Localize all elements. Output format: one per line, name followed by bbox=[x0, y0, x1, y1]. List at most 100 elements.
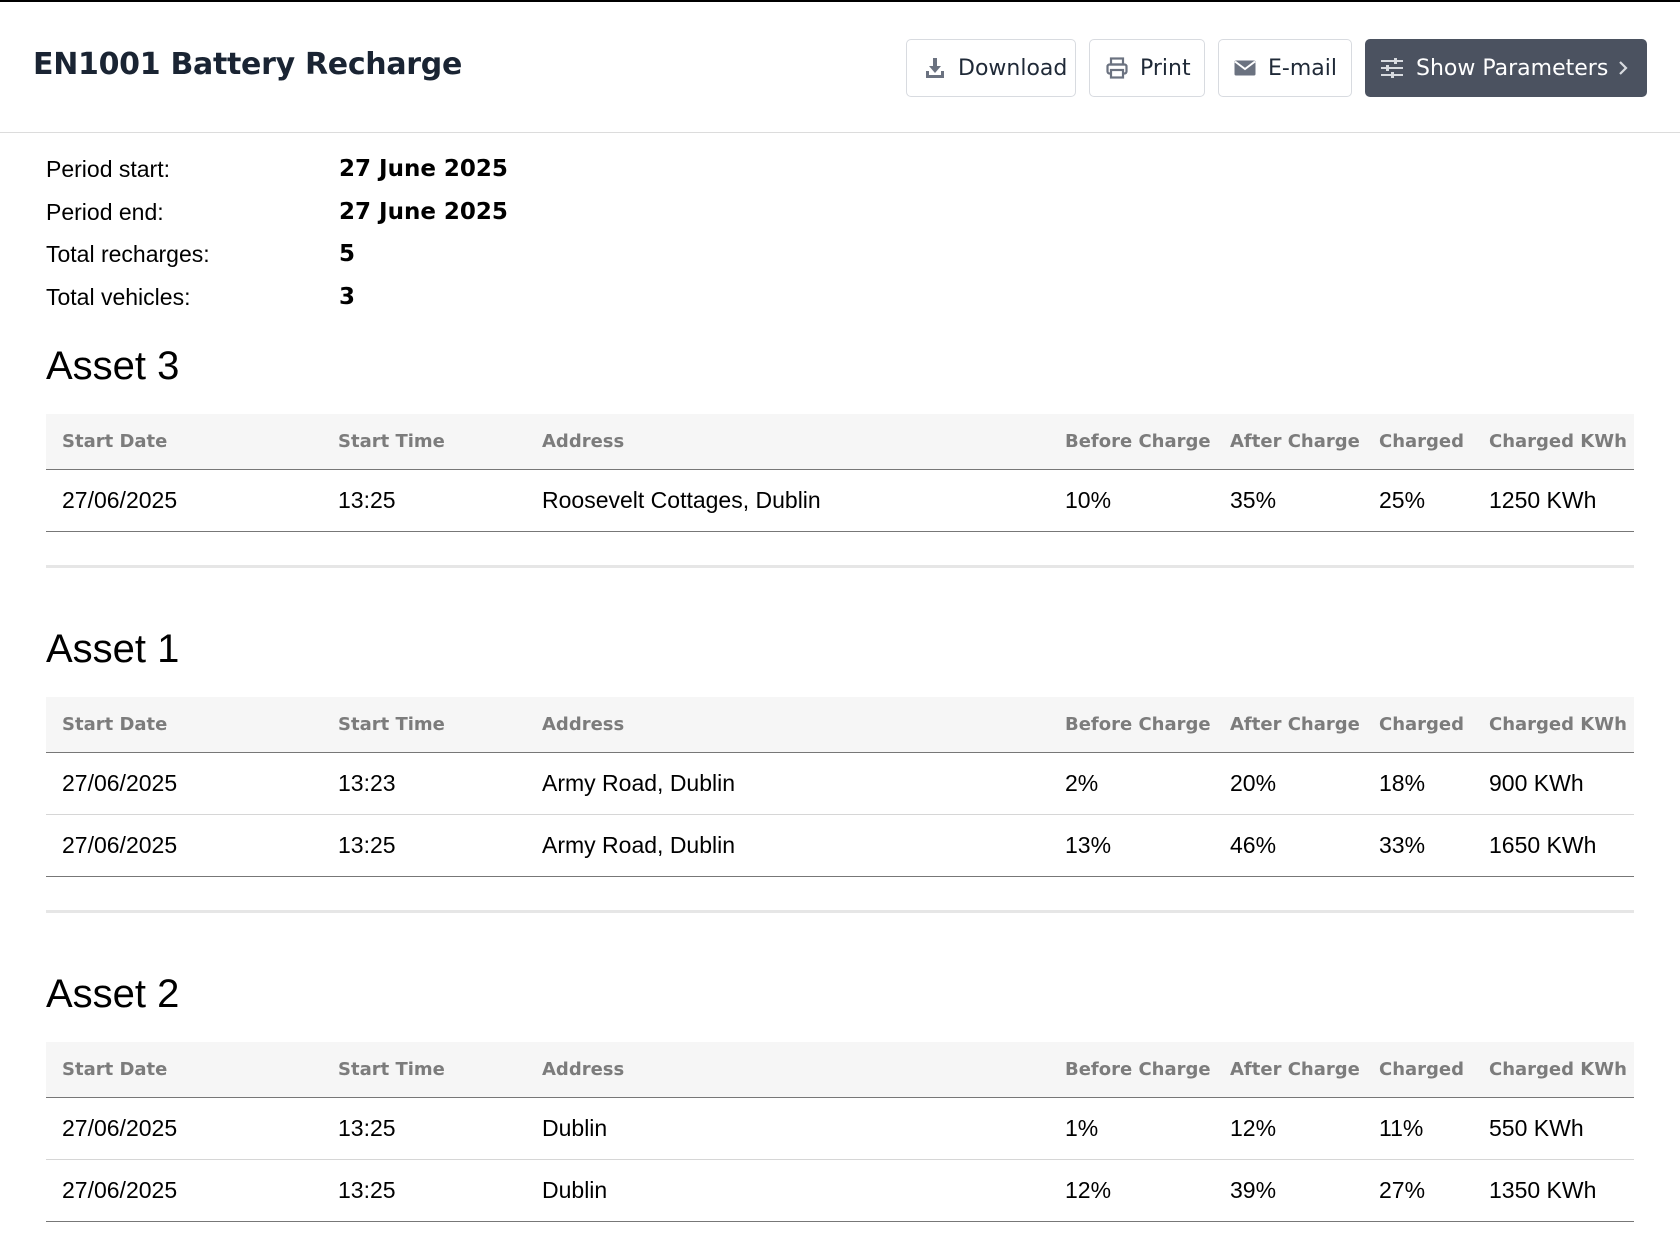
cell-charged-kwh: 1650 KWh bbox=[1473, 814, 1634, 877]
section-divider bbox=[46, 564, 1634, 568]
recharge-table: Start Date Start Time Address Before Cha… bbox=[46, 414, 1634, 532]
cell-after-charge: 12% bbox=[1214, 1097, 1363, 1160]
cell-address: Dublin bbox=[526, 1097, 1049, 1160]
table-row: 27/06/2025 13:25 Army Road, Dublin 13% 4… bbox=[46, 814, 1634, 877]
cell-charged: 27% bbox=[1363, 1159, 1473, 1222]
total-recharges-label: Total recharges: bbox=[46, 241, 210, 267]
column-header-start-date: Start Date bbox=[46, 697, 322, 753]
total-recharges-value: 5 bbox=[339, 241, 356, 267]
asset-section: Asset 3 Start Date Start Time Address Be… bbox=[46, 344, 1634, 568]
cell-start-time: 13:25 bbox=[322, 1097, 526, 1160]
period-end-value: 27 June 2025 bbox=[339, 198, 508, 225]
cell-start-date: 27/06/2025 bbox=[46, 1097, 322, 1160]
summary-row: Total vehicles: 3 bbox=[46, 280, 646, 323]
column-header-charged-kwh: Charged KWh bbox=[1473, 1042, 1634, 1098]
email-label: E-mail bbox=[1268, 55, 1337, 81]
column-header-after-charge: After Charge bbox=[1214, 697, 1363, 753]
column-header-address: Address bbox=[526, 697, 1049, 753]
column-header-start-date: Start Date bbox=[46, 414, 322, 470]
cell-start-date: 27/06/2025 bbox=[46, 1159, 322, 1222]
total-vehicles-label: Total vehicles: bbox=[46, 283, 191, 310]
cell-charged: 18% bbox=[1363, 752, 1473, 815]
email-button[interactable]: E-mail bbox=[1218, 39, 1352, 97]
table-row: 27/06/2025 13:25 Dublin 1% 12% 11% 550 K… bbox=[46, 1097, 1634, 1160]
cell-address: Army Road, Dublin bbox=[526, 752, 1049, 815]
download-button[interactable]: Download bbox=[906, 39, 1076, 97]
column-header-after-charge: After Charge bbox=[1214, 414, 1363, 470]
page-header: EN1001 Battery Recharge Download Print bbox=[0, 2, 1680, 133]
table-row: 27/06/2025 13:25 Roosevelt Cottages, Dub… bbox=[46, 469, 1634, 532]
cell-after-charge: 35% bbox=[1214, 469, 1363, 532]
table-row: 27/06/2025 13:25 Dublin 12% 39% 27% 1350… bbox=[46, 1159, 1634, 1222]
asset-section: Asset 1 Start Date Start Time Address Be… bbox=[46, 627, 1634, 913]
cell-start-time: 13:25 bbox=[322, 814, 526, 877]
chevron-right-icon bbox=[1618, 59, 1628, 77]
column-header-charged-kwh: Charged KWh bbox=[1473, 697, 1634, 753]
asset-title: Asset 3 bbox=[46, 344, 180, 388]
print-button[interactable]: Print bbox=[1089, 39, 1205, 97]
cell-charged-kwh: 550 KWh bbox=[1473, 1097, 1634, 1160]
column-header-start-date: Start Date bbox=[46, 1042, 322, 1098]
cell-before-charge: 12% bbox=[1049, 1159, 1214, 1222]
cell-before-charge: 2% bbox=[1049, 752, 1214, 815]
column-header-start-time: Start Time bbox=[322, 697, 526, 753]
cell-before-charge: 13% bbox=[1049, 814, 1214, 877]
asset-title: Asset 1 bbox=[46, 627, 180, 671]
download-icon bbox=[924, 57, 946, 79]
summary-row: Total recharges: 5 bbox=[46, 237, 646, 280]
cell-start-time: 13:25 bbox=[322, 1159, 526, 1222]
cell-charged-kwh: 1250 KWh bbox=[1473, 469, 1634, 532]
recharge-table: Start Date Start Time Address Before Cha… bbox=[46, 697, 1634, 877]
section-divider bbox=[46, 909, 1634, 913]
table-header-row: Start Date Start Time Address Before Cha… bbox=[46, 697, 1634, 753]
cell-after-charge: 39% bbox=[1214, 1159, 1363, 1222]
column-header-start-time: Start Time bbox=[322, 414, 526, 470]
recharge-table: Start Date Start Time Address Before Cha… bbox=[46, 1042, 1634, 1222]
summary-row: Period start: 27 June 2025 bbox=[46, 152, 646, 195]
total-vehicles-value: 3 bbox=[339, 283, 356, 310]
cell-start-date: 27/06/2025 bbox=[46, 814, 322, 877]
show-parameters-label: Show Parameters bbox=[1416, 55, 1609, 81]
period-start-value: 27 June 2025 bbox=[339, 156, 508, 182]
cell-after-charge: 20% bbox=[1214, 752, 1363, 815]
show-parameters-button[interactable]: Show Parameters bbox=[1365, 39, 1647, 97]
cell-address: Roosevelt Cottages, Dublin bbox=[526, 469, 1049, 532]
column-header-after-charge: After Charge bbox=[1214, 1042, 1363, 1098]
summary-row: Period end: 27 June 2025 bbox=[46, 195, 646, 238]
download-label: Download bbox=[958, 55, 1068, 81]
cell-start-time: 13:23 bbox=[322, 752, 526, 815]
cell-charged-kwh: 900 KWh bbox=[1473, 752, 1634, 815]
cell-start-time: 13:25 bbox=[322, 469, 526, 532]
envelope-icon bbox=[1234, 59, 1256, 77]
cell-before-charge: 1% bbox=[1049, 1097, 1214, 1160]
column-header-address: Address bbox=[526, 414, 1049, 470]
asset-section: Asset 2 Start Date Start Time Address Be… bbox=[46, 972, 1634, 1222]
cell-start-date: 27/06/2025 bbox=[46, 469, 322, 532]
column-header-charged: Charged bbox=[1363, 1042, 1473, 1098]
column-header-start-time: Start Time bbox=[322, 1042, 526, 1098]
period-start-label: Period start: bbox=[46, 156, 170, 182]
column-header-before-charge: Before Charge bbox=[1049, 1042, 1214, 1098]
print-label: Print bbox=[1140, 55, 1191, 81]
cell-after-charge: 46% bbox=[1214, 814, 1363, 877]
column-header-address: Address bbox=[526, 1042, 1049, 1098]
cell-address: Army Road, Dublin bbox=[526, 814, 1049, 877]
asset-title: Asset 2 bbox=[46, 972, 180, 1016]
table-header-row: Start Date Start Time Address Before Cha… bbox=[46, 1042, 1634, 1098]
period-end-label: Period end: bbox=[46, 198, 164, 225]
cell-charged: 33% bbox=[1363, 814, 1473, 877]
table-header-row: Start Date Start Time Address Before Cha… bbox=[46, 414, 1634, 470]
column-header-before-charge: Before Charge bbox=[1049, 414, 1214, 470]
cell-address: Dublin bbox=[526, 1159, 1049, 1222]
printer-icon bbox=[1106, 57, 1128, 79]
report-summary: Period start: 27 June 2025 Period end: 2… bbox=[46, 152, 646, 322]
column-header-charged: Charged bbox=[1363, 414, 1473, 470]
column-header-charged: Charged bbox=[1363, 697, 1473, 753]
cell-charged: 11% bbox=[1363, 1097, 1473, 1160]
page-title: EN1001 Battery Recharge bbox=[33, 47, 463, 82]
column-header-before-charge: Before Charge bbox=[1049, 697, 1214, 753]
table-row: 27/06/2025 13:23 Army Road, Dublin 2% 20… bbox=[46, 752, 1634, 815]
cell-before-charge: 10% bbox=[1049, 469, 1214, 532]
cell-charged: 25% bbox=[1363, 469, 1473, 532]
column-header-charged-kwh: Charged KWh bbox=[1473, 414, 1634, 470]
